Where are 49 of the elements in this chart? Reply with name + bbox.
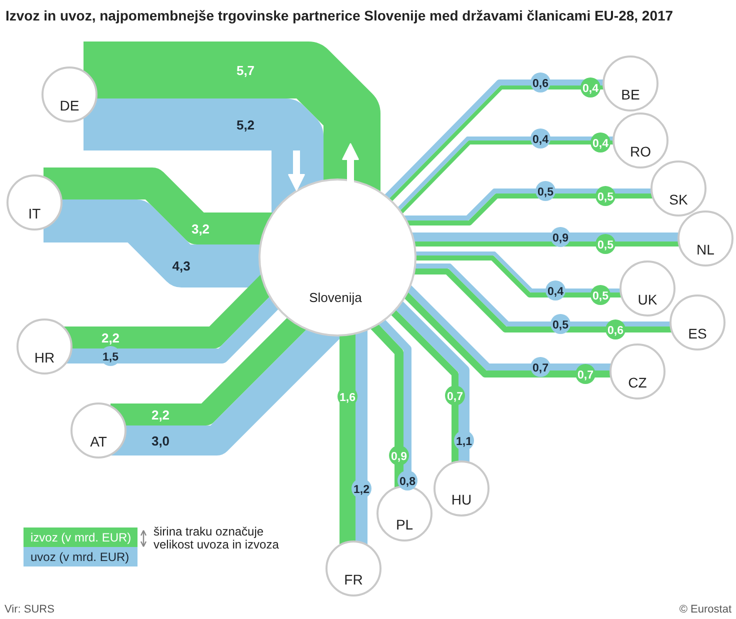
data-label: 3,2 <box>191 222 210 236</box>
data-label: 0,9 <box>391 451 408 463</box>
category-label: PL <box>396 516 414 532</box>
data-label: 1,2 <box>354 484 370 496</box>
text: širina traku označuje velikost uvoza in izvoza <box>154 524 280 552</box>
data-label: 4,3 <box>172 258 190 274</box>
data-label: 0,5 <box>592 290 610 302</box>
category-label: CZ <box>628 374 648 390</box>
data-label: 1,1 <box>456 436 473 448</box>
data-label: 5,2 <box>236 118 255 132</box>
data-label: 2,2 <box>101 330 120 346</box>
category-label: HR <box>34 350 55 366</box>
text: Vir: SURS <box>4 604 54 616</box>
data-label: 1,5 <box>102 352 120 364</box>
category-label: BE <box>621 86 640 102</box>
data-label: 0,6 <box>608 325 624 337</box>
data-label: 1,6 <box>340 392 356 404</box>
data-label: 0,6 <box>532 78 549 90</box>
category-label: NL <box>696 242 715 258</box>
category-label: SK <box>669 192 688 208</box>
data-label: 0,8 <box>400 476 416 488</box>
data-label: 0,9 <box>552 232 569 244</box>
text: uvoz (v mrd. EUR) <box>30 550 130 564</box>
category-label: IT <box>28 206 42 222</box>
text: Slovenija <box>309 290 363 305</box>
category-label: DE <box>60 98 80 114</box>
data-label: 3,0 <box>151 434 170 448</box>
data-label: 0,5 <box>598 240 614 252</box>
data-label: 0,4 <box>592 138 610 150</box>
category-label: AT <box>90 434 108 450</box>
data-label: 0,7 <box>578 370 594 382</box>
data-label: 0,5 <box>598 192 614 204</box>
data-label: 5,7 <box>236 63 255 78</box>
category-label: HU <box>451 492 472 508</box>
text: © Eurostat <box>679 604 732 616</box>
category-label: RO <box>630 144 652 160</box>
text: izvoz (v mrd. EUR) <box>30 530 132 544</box>
category-label: FR <box>344 572 363 588</box>
data-label: 0,4 <box>548 286 564 298</box>
data-label: 0,5 <box>538 186 554 198</box>
data-label: 0,5 <box>552 320 570 332</box>
category-label: UK <box>638 292 658 308</box>
data-label: 0,4 <box>532 134 550 146</box>
data-label: 0,4 <box>582 83 600 95</box>
data-label: 0,7 <box>532 362 549 374</box>
category-label: ES <box>688 326 707 342</box>
data-label: 0,7 <box>447 391 464 403</box>
data-label: 2,2 <box>151 408 170 422</box>
text: Izvoz in uvoz, najpomembnejše trgovinske partnerice Slovenije med državami članicami EU-28, 2017 <box>6 8 674 24</box>
